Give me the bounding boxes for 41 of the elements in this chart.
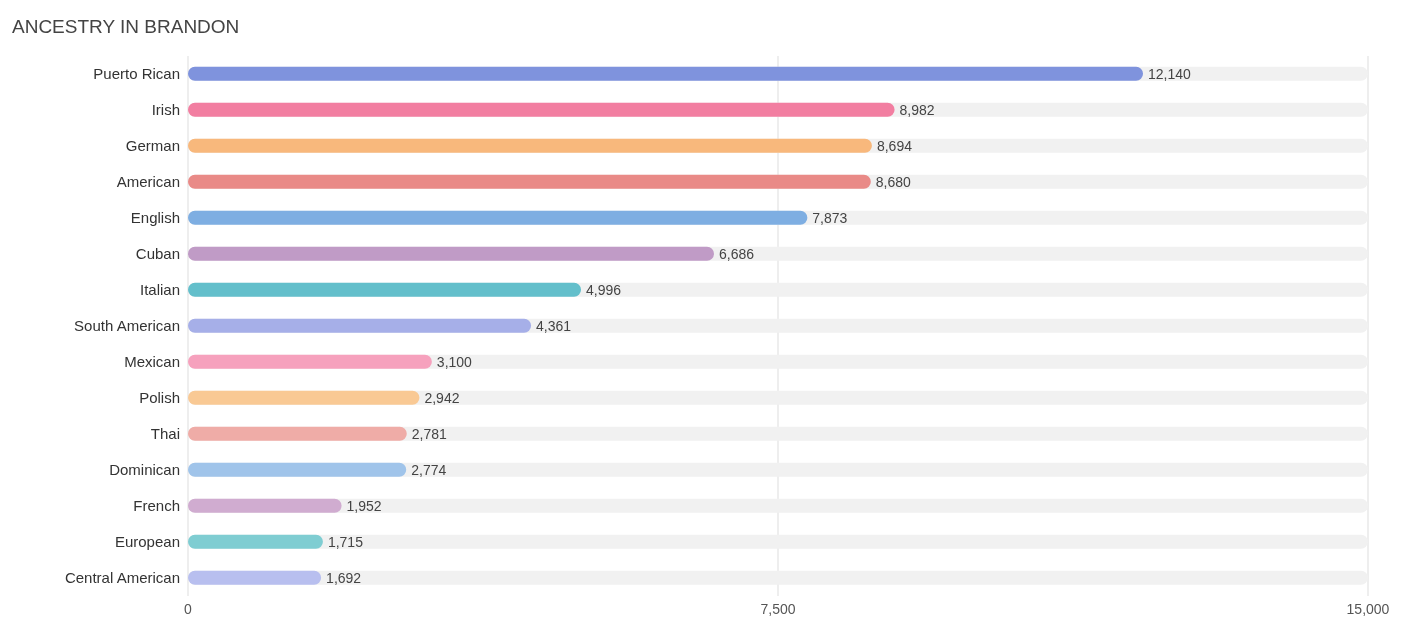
data-label: 4,361 <box>536 317 572 334</box>
y-tick-label: English <box>130 209 180 227</box>
y-tick-label: Irish <box>151 101 180 119</box>
y-tick-label: German <box>125 137 180 155</box>
y-tick-label: Polish <box>139 389 180 407</box>
y-tick-label: Dominican <box>109 461 180 479</box>
chart-title: ANCESTRY IN BRANDON <box>11 15 241 39</box>
data-label: 2,774 <box>411 461 447 478</box>
data-label: 1,715 <box>327 533 364 550</box>
data-label: 1,952 <box>346 497 382 514</box>
data-label: 8,694 <box>876 137 913 154</box>
y-tick-label: Cuban <box>135 245 180 263</box>
y-tick-label: European <box>114 533 180 551</box>
bar <box>188 354 432 369</box>
y-tick-label: American <box>116 173 180 191</box>
y-tick-label: French <box>133 497 180 515</box>
bar <box>188 390 420 405</box>
data-label: 2,781 <box>411 425 448 442</box>
y-tick-label: Italian <box>139 281 180 299</box>
bar <box>188 462 407 477</box>
y-tick-label: South American <box>74 317 180 335</box>
data-label: 4,996 <box>586 281 622 298</box>
data-label: 8,680 <box>875 173 912 190</box>
x-tick-label: 15,000 <box>1346 600 1390 617</box>
data-label: 6,686 <box>718 245 755 262</box>
y-tick-label: Thai <box>150 425 180 443</box>
x-tick-label: 7,500 <box>760 600 796 617</box>
data-label: 1,692 <box>326 569 362 586</box>
x-tick-label: 0 <box>184 600 193 617</box>
bar <box>188 534 323 549</box>
data-label: 12,140 <box>1148 65 1192 82</box>
data-label: 8,982 <box>899 101 935 118</box>
bar <box>188 426 407 441</box>
y-tick-label: Mexican <box>124 353 180 371</box>
data-label: 7,873 <box>812 209 848 226</box>
data-label: 3,100 <box>436 353 473 370</box>
y-tick-label: Central American <box>64 569 180 587</box>
data-label: 2,942 <box>424 389 460 406</box>
bar <box>188 498 342 513</box>
y-tick-label: Puerto Rican <box>93 65 180 83</box>
bar <box>188 570 322 585</box>
